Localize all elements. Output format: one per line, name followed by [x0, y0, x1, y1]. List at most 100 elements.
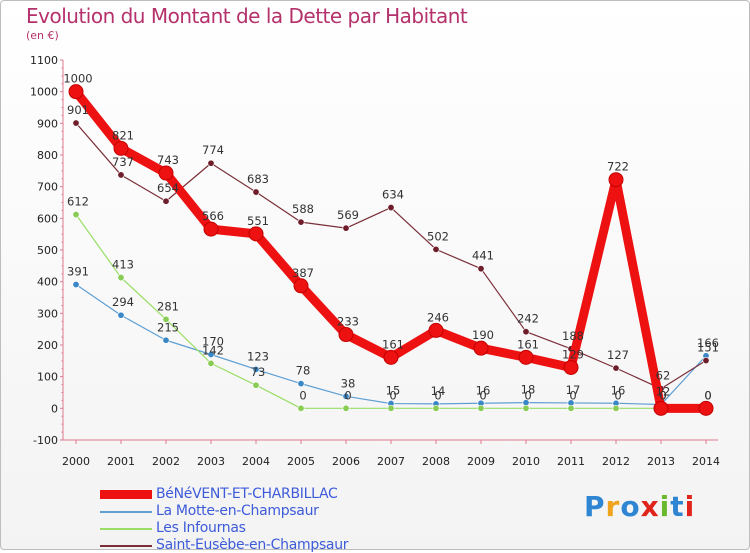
data-point — [68, 84, 84, 100]
data-point — [383, 349, 399, 365]
data-label: 294 — [112, 295, 134, 309]
data-point — [342, 392, 350, 400]
logo-letter: r — [605, 490, 621, 523]
data-label: 142 — [202, 343, 224, 357]
data-point — [702, 357, 710, 365]
data-label: 233 — [337, 315, 359, 329]
data-label: 188 — [562, 329, 584, 343]
data-label: 0 — [344, 388, 351, 402]
data-point — [297, 218, 305, 226]
data-label: 413 — [112, 258, 134, 272]
data-point — [162, 197, 170, 205]
legend-label: Saint-Eusèbe-en-Champsaur — [156, 537, 349, 553]
chart-subtitle: (en €) — [26, 29, 59, 42]
x-tick-label: 2014 — [692, 455, 720, 468]
data-point — [162, 315, 170, 323]
x-tick-label: 2011 — [557, 455, 585, 468]
data-point — [567, 404, 575, 412]
data-point — [297, 380, 305, 388]
data-label: 0 — [299, 388, 306, 402]
data-label: 17 — [566, 383, 581, 397]
y-tick-label: 800 — [37, 149, 58, 162]
data-label: 0 — [524, 388, 531, 402]
data-label: 78 — [296, 364, 311, 378]
data-point — [612, 364, 620, 372]
data-point — [612, 404, 620, 412]
data-label: 246 — [427, 310, 449, 324]
data-point — [117, 274, 125, 282]
x-tick-label: 2013 — [647, 455, 675, 468]
legend-label: La Motte-en-Champsaur — [156, 503, 319, 519]
data-label: 161 — [517, 337, 539, 351]
data-point — [293, 278, 309, 294]
y-tick-label: -100 — [33, 434, 58, 447]
y-tick-label: 900 — [37, 117, 58, 130]
data-point — [162, 336, 170, 344]
data-label: 566 — [202, 209, 224, 223]
data-label: 281 — [157, 299, 179, 313]
data-label: 391 — [67, 265, 89, 279]
logo-letter: t — [670, 490, 685, 523]
legend-swatch — [100, 545, 152, 547]
data-label: 0 — [659, 388, 666, 402]
y-tick-label: 400 — [37, 276, 58, 289]
legend-item: BéNéVENT-ET-CHARBILLAC — [100, 486, 400, 502]
y-tick-label: 0 — [51, 402, 58, 415]
data-point — [252, 188, 260, 196]
data-point — [432, 404, 440, 412]
x-tick-label: 2000 — [62, 455, 90, 468]
data-point — [522, 328, 530, 336]
data-label: 190 — [472, 328, 494, 342]
y-tick-label: 300 — [37, 307, 58, 320]
data-point — [342, 224, 350, 232]
data-label: 161 — [382, 337, 404, 351]
data-label: 0 — [704, 388, 711, 402]
data-label: 0 — [614, 388, 621, 402]
data-label: 170 — [202, 335, 224, 349]
data-label: 14 — [431, 384, 446, 398]
x-tick-label: 2006 — [332, 455, 360, 468]
data-label: 0 — [659, 388, 666, 402]
data-label: 612 — [67, 195, 89, 209]
legend-item: Les Infournas — [100, 520, 400, 536]
proxiti-logo: Proxiti — [584, 490, 695, 523]
data-label: 242 — [517, 312, 539, 326]
legend-label: Les Infournas — [156, 520, 246, 536]
data-label: 0 — [434, 388, 441, 402]
x-tick-label: 2002 — [152, 455, 180, 468]
data-label: 1000 — [63, 72, 92, 86]
x-tick-label: 2001 — [107, 455, 135, 468]
data-label: 129 — [562, 347, 584, 361]
data-point — [117, 311, 125, 319]
x-tick-label: 2009 — [467, 455, 495, 468]
data-point — [608, 172, 624, 188]
data-point — [473, 340, 489, 356]
data-point — [113, 140, 129, 156]
data-label: 12 — [656, 385, 671, 399]
x-tick-label: 2008 — [422, 455, 450, 468]
data-point — [428, 322, 444, 338]
data-point — [248, 226, 264, 242]
data-label: 0 — [389, 388, 396, 402]
chart-title: Evolution du Montant de la Dette par Hab… — [26, 4, 468, 28]
data-point — [563, 359, 579, 375]
data-point — [252, 365, 260, 373]
data-label: 821 — [112, 128, 134, 142]
data-point — [207, 350, 215, 358]
data-label: 743 — [157, 153, 179, 167]
data-label: 774 — [202, 143, 224, 157]
data-point — [297, 404, 305, 412]
data-label: 0 — [704, 388, 711, 402]
y-tick-label: 200 — [37, 339, 58, 352]
data-label: 62 — [656, 369, 671, 383]
x-tick-label: 2010 — [512, 455, 540, 468]
data-label: 18 — [521, 383, 536, 397]
data-label: 215 — [157, 320, 179, 334]
data-point — [203, 221, 219, 237]
data-point — [518, 349, 534, 365]
data-point — [342, 404, 350, 412]
data-label: 683 — [247, 172, 269, 186]
data-label: 722 — [607, 160, 629, 174]
data-label: 0 — [569, 388, 576, 402]
data-label: 16 — [476, 383, 491, 397]
